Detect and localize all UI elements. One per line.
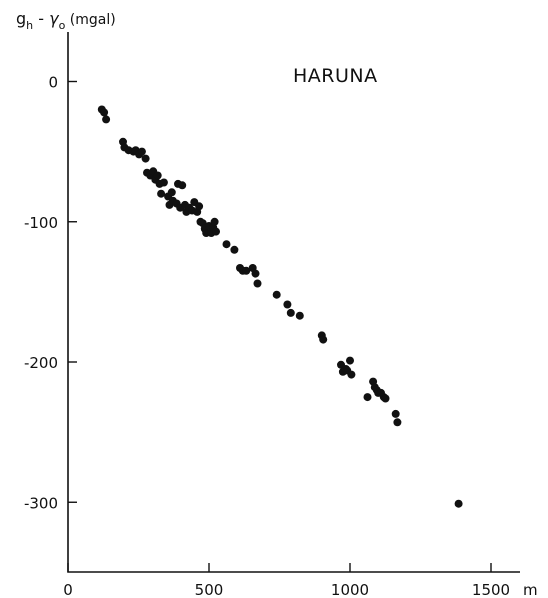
- y-axis-label-symbol: γ: [49, 9, 60, 28]
- y-tick-label: -100: [24, 214, 58, 232]
- y-axis-label-operator: -: [33, 9, 49, 28]
- y-axis-label-symbol-subscript: o: [59, 19, 66, 32]
- data-point: [347, 370, 356, 379]
- y-axis-label: gh - γo (mgal): [16, 9, 116, 32]
- y-tick-label: -200: [24, 354, 58, 372]
- y-axis-label-main-subscript: h: [26, 19, 33, 32]
- data-point: [391, 409, 400, 418]
- data-point: [393, 418, 402, 427]
- data-point: [295, 311, 304, 320]
- x-tick-label: 1000: [331, 581, 369, 598]
- data-point: [153, 171, 162, 180]
- data-point: [363, 393, 372, 402]
- data-point: [210, 217, 219, 226]
- y-axis: 0 -100 -200 -300: [24, 74, 77, 512]
- chart-title: HARUNA: [293, 65, 378, 87]
- x-tick-label: 1500: [472, 581, 510, 598]
- data-point: [251, 269, 260, 278]
- data-point: [137, 147, 146, 156]
- data-point: [283, 300, 292, 309]
- data-points: [97, 105, 463, 508]
- x-tick-label: 0: [63, 581, 73, 598]
- data-point: [167, 188, 176, 197]
- data-point: [157, 189, 166, 198]
- axes-frame: [67, 32, 520, 573]
- data-point: [212, 227, 220, 236]
- y-axis-label-unit: (mgal): [65, 12, 115, 28]
- data-point: [102, 115, 111, 124]
- data-point: [319, 335, 328, 344]
- data-point: [272, 290, 281, 299]
- y-tick-label: -300: [24, 494, 58, 512]
- data-point: [222, 240, 231, 249]
- y-tick-label: 0: [48, 74, 58, 92]
- data-point: [178, 181, 187, 190]
- data-point: [100, 108, 109, 117]
- data-point: [286, 308, 295, 317]
- data-point: [381, 394, 390, 403]
- x-axis-unit-label: m: [523, 581, 538, 598]
- data-point: [346, 356, 354, 365]
- data-point: [253, 279, 262, 288]
- data-point: [195, 202, 204, 211]
- data-point: [230, 245, 239, 254]
- data-point: [454, 499, 463, 508]
- y-axis-label-main: g: [16, 9, 26, 28]
- data-point: [141, 154, 150, 163]
- data-point: [159, 178, 168, 187]
- data-point: [242, 266, 251, 275]
- x-axis: 0 500 1000 1500: [63, 563, 510, 598]
- x-tick-label: 500: [195, 581, 224, 598]
